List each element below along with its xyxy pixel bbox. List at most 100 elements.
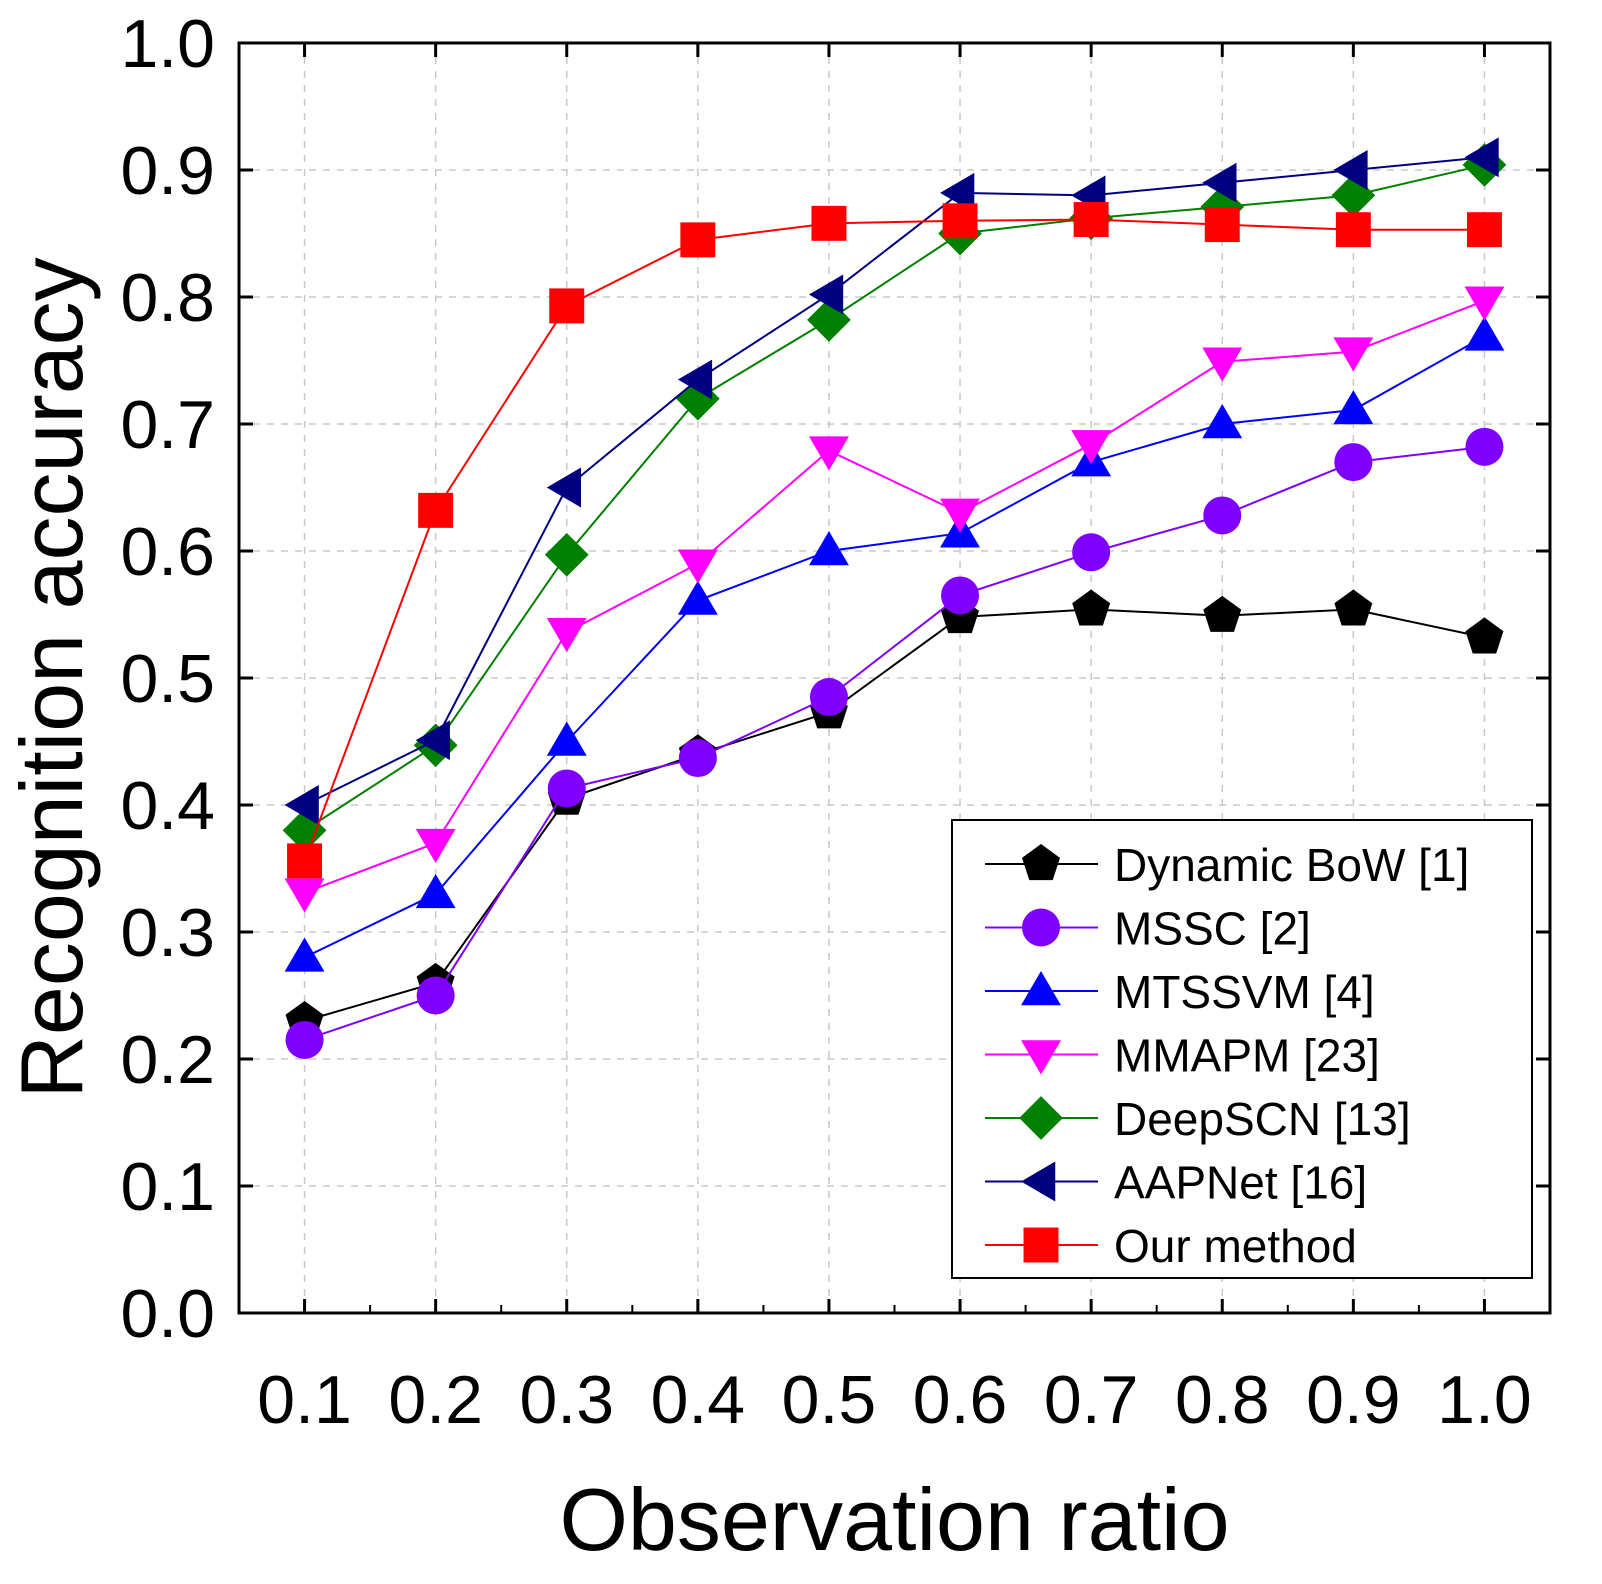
data-point (415, 873, 456, 909)
legend-item: Dynamic BoW [1] (985, 839, 1469, 891)
data-point (941, 576, 980, 615)
y-tick-label: 0.1 (120, 1149, 215, 1225)
data-point (547, 769, 586, 808)
series-line (304, 335, 1485, 959)
data-point (680, 222, 716, 258)
data-point (1072, 589, 1111, 626)
data-point (287, 843, 323, 879)
data-point (285, 1020, 324, 1059)
data-point (1464, 286, 1505, 321)
legend-item: Our method (985, 1220, 1357, 1272)
data-point (418, 492, 454, 528)
legend-marker (1021, 1040, 1061, 1075)
data-point (809, 531, 849, 566)
data-point (1333, 337, 1374, 372)
data-point (809, 436, 849, 471)
x-tick-label: 0.1 (257, 1362, 352, 1438)
y-tick-label: 0.2 (120, 1022, 215, 1098)
x-tick-label: 1.0 (1437, 1362, 1532, 1438)
data-point (549, 288, 585, 324)
data-point (1072, 533, 1111, 572)
x-tick-label: 0.8 (1175, 1362, 1270, 1438)
legend-label: Our method (1114, 1220, 1357, 1272)
data-point (415, 720, 450, 761)
data-point (416, 976, 455, 1015)
y-tick-label: 0.8 (120, 260, 215, 336)
legend-marker (1019, 1096, 1063, 1140)
legend-item: MTSSVM [4] (985, 966, 1375, 1018)
legend-marker (1022, 908, 1060, 947)
data-point (811, 205, 847, 241)
data-point (1465, 427, 1504, 466)
data-point (677, 549, 718, 584)
x-tick-label: 0.7 (1044, 1362, 1139, 1438)
x-tick-label: 0.2 (388, 1362, 483, 1438)
data-point (546, 467, 581, 508)
data-point (678, 739, 717, 778)
legend-marker (1022, 844, 1060, 881)
data-point (284, 937, 325, 972)
legend: Dynamic BoW [1] MSSC [2] MTSSVM [4] MMAPM [… (951, 819, 1533, 1279)
data-point (809, 678, 848, 717)
data-point (284, 785, 319, 825)
data-point (809, 274, 844, 315)
x-axis-title: Observation ratio (559, 1470, 1229, 1569)
y-tick-label: 1.0 (120, 6, 215, 82)
series-mssc-2 (285, 427, 1504, 1059)
legend-item: AAPNet [16] (985, 1157, 1367, 1209)
legend-label: MTSSVM [4] (1114, 966, 1375, 1018)
series-line (304, 445, 1485, 1041)
data-point (940, 498, 980, 533)
legend-marker (1021, 1161, 1056, 1202)
data-point (1334, 589, 1373, 626)
x-tick-label: 0.3 (519, 1362, 614, 1438)
data-point (415, 828, 456, 864)
data-point (1071, 430, 1112, 465)
legend-label: AAPNet [16] (1114, 1157, 1367, 1209)
series-line (304, 299, 1485, 894)
data-point (1202, 162, 1237, 203)
data-point (1465, 617, 1504, 654)
tick-labels: 0.1 0.2 0.3 0.4 0.5 0.6 0.7 0.8 0.9 1.0 0.0 0.1 0.2 0… (120, 6, 1531, 1438)
legend-item: DeepSCN [13] (985, 1093, 1411, 1145)
data-point (1333, 390, 1374, 425)
legend-label: MSSC [2] (1114, 903, 1311, 955)
series-deepscn-13 (282, 143, 1507, 853)
x-tick-label: 0.9 (1306, 1362, 1401, 1438)
data-point (544, 532, 589, 577)
y-tick-label: 0.3 (120, 895, 215, 971)
x-tick-label: 0.6 (913, 1362, 1008, 1438)
data-point (677, 359, 713, 400)
y-tick-label: 0.7 (120, 387, 215, 463)
legend-label: MMAPM [23] (1114, 1030, 1380, 1082)
data-point (1335, 212, 1371, 248)
y-tick-label: 0.6 (120, 514, 215, 590)
data-point (1073, 202, 1109, 238)
data-point (942, 203, 978, 239)
data-point (1466, 212, 1502, 248)
y-tick-label: 0.4 (120, 768, 215, 844)
data-point (1334, 443, 1373, 482)
data-point (284, 878, 325, 913)
data-point (546, 618, 587, 653)
data-point (1202, 347, 1243, 382)
legend-item: MMAPM [23] (985, 1030, 1380, 1082)
series-mmapm-23 (284, 286, 1505, 913)
data-point (1333, 150, 1368, 190)
y-tick-label: 0.5 (120, 641, 215, 717)
series-our-method (287, 202, 1502, 879)
y-axis-title: Recognition accuracy (2, 257, 101, 1098)
legend-label: DeepSCN [13] (1114, 1093, 1411, 1145)
series-aapnet-16 (284, 137, 1499, 825)
y-tick-label: 0.0 (120, 1276, 215, 1352)
data-point (940, 172, 975, 213)
data-point (677, 580, 718, 615)
x-tick-label: 0.5 (782, 1362, 877, 1438)
data-point (1200, 184, 1245, 229)
x-tick-label: 0.4 (651, 1362, 746, 1438)
legend-item: MSSC [2] (985, 903, 1311, 955)
series-line (303, 218, 1485, 862)
data-point (1204, 207, 1240, 243)
data-point (282, 808, 327, 853)
series-layer (282, 137, 1507, 1059)
